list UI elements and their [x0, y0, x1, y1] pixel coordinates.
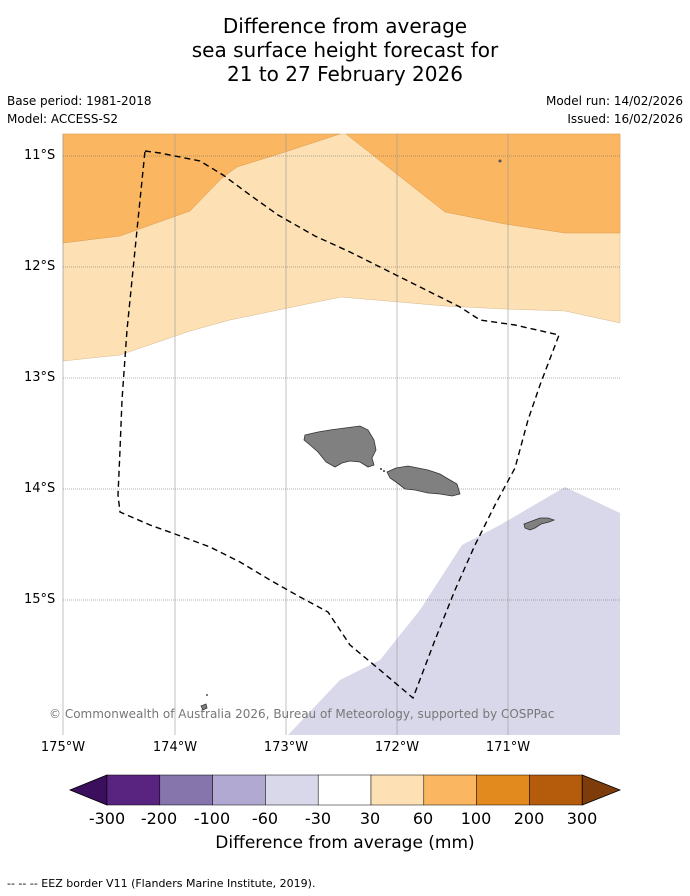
colorbar-segment: [529, 774, 583, 806]
lat-label-14s: 14°S: [24, 481, 56, 496]
lon-label-171w: 171°W: [485, 740, 531, 755]
colorbar-segment: [423, 774, 477, 806]
anomaly-band-neg60-neg30: [288, 487, 620, 735]
colorbar-segment: [159, 774, 213, 806]
islet-south: [200, 703, 208, 711]
island-tutuila: [523, 517, 556, 531]
island-savaii: [303, 425, 377, 468]
lat-label-15s: 15°S: [24, 592, 56, 607]
eez-legend: -- -- -- EEZ border V11 (Flanders Marine…: [7, 877, 316, 890]
cb-tick-label: 60: [412, 809, 434, 828]
cb-tick-label: 300: [566, 809, 598, 828]
cb-tick-label: -60: [251, 809, 279, 828]
title-line-3: 21 to 27 February 2026: [227, 62, 463, 86]
lat-label-12s: 12°S: [24, 259, 56, 274]
islet-apolima: [380, 468, 382, 470]
islet-north: [498, 159, 502, 163]
cb-tick-label: 100: [460, 809, 492, 828]
lon-label-174w: 174°W: [152, 740, 198, 755]
anomaly-band-60-100-east: [345, 133, 621, 234]
colorbar-segment: [370, 774, 425, 806]
title-line-1: Difference from average: [222, 14, 468, 38]
colorbar-extend-low: [68, 774, 108, 806]
islet-manono: [383, 470, 385, 472]
cb-tick-label: 200: [513, 809, 545, 828]
colorbar-title: Difference from average (mm): [215, 833, 475, 853]
map-credit: © Commonwealth of Australia 2026, Bureau…: [49, 707, 555, 721]
eez-border: [117, 150, 560, 700]
islet-south-2: [206, 694, 208, 696]
cb-tick-label: -300: [88, 809, 126, 828]
lat-label-11s: 11°S: [24, 148, 56, 163]
colorbar-segment: [212, 774, 266, 806]
graticule-meridians: [62, 134, 509, 735]
lon-label-172w: 172°W: [374, 740, 420, 755]
cb-tick-label: -30: [304, 809, 332, 828]
island-upolu: [386, 465, 461, 497]
colorbar-segment: [317, 774, 372, 806]
base-period: Base period: 1981-2018: [7, 94, 152, 108]
anomaly-band-60-100: [62, 133, 341, 244]
colorbar-segment: [265, 774, 319, 806]
graticule: [63, 155, 620, 601]
title-line-2: sea surface height forecast for: [191, 38, 499, 62]
lat-label-13s: 13°S: [24, 370, 56, 385]
colorbar-segment: [476, 774, 530, 806]
model-name: Model: ACCESS-S2: [7, 112, 119, 126]
issued-date: Issued: 16/02/2026: [567, 112, 683, 126]
lon-label-175w: 175°W: [40, 740, 86, 755]
lon-label-173w: 173°W: [263, 740, 309, 755]
model-run: Model run: 14/02/2026: [545, 94, 683, 108]
colorbar-segment: [106, 774, 161, 806]
colorbar: [68, 774, 622, 806]
colorbar-extend-high: [581, 774, 622, 806]
cb-tick-label: 30: [359, 809, 381, 828]
cb-tick-label: -100: [193, 809, 231, 828]
cb-tick-label: -200: [140, 809, 178, 828]
